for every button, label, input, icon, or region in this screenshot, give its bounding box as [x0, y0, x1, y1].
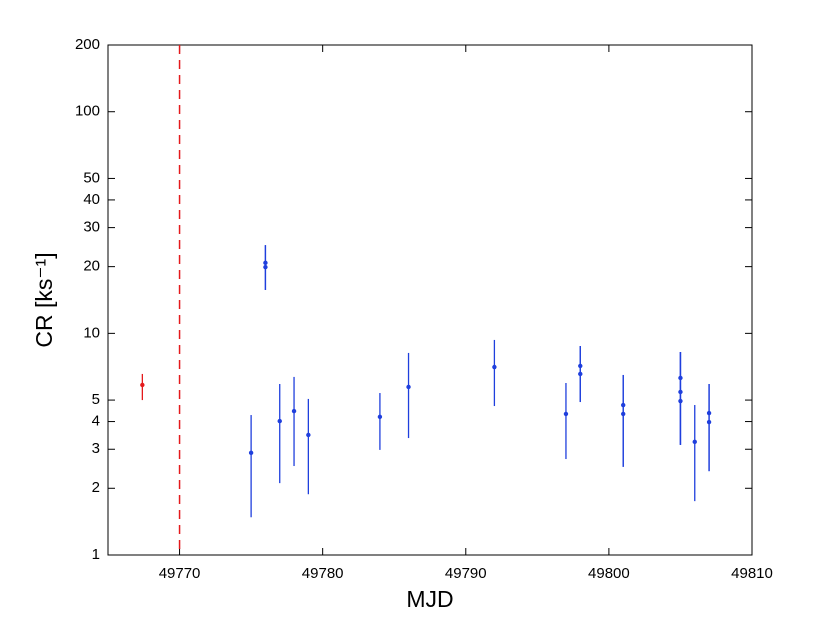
data-point: [692, 439, 697, 445]
y-axis-label: CR [ks⁻¹]: [31, 252, 57, 347]
data-point: [578, 371, 583, 377]
y-tick-label: 2: [92, 479, 100, 496]
x-axis-label: MJD: [406, 586, 453, 612]
data-point: [306, 432, 311, 438]
data-point: [563, 411, 569, 417]
y-tick-label: 200: [75, 36, 100, 53]
data-point: [621, 411, 626, 417]
y-tick-label: 100: [75, 103, 100, 120]
plot-frame: [107, 44, 753, 556]
x-tick-label: 49800: [588, 565, 630, 582]
y-tick-label: 50: [83, 169, 100, 186]
x-tick-label: 49790: [445, 565, 487, 582]
data-point: [492, 364, 497, 370]
y-tick-label: 3: [92, 440, 100, 457]
x-tick-label: 49810: [731, 565, 773, 582]
y-tick-label: 4: [92, 413, 100, 430]
y-tick-label: 10: [83, 324, 100, 341]
data-point: [706, 419, 712, 425]
data-point: [377, 414, 383, 420]
data-point: [263, 264, 268, 270]
y-tick-label: 30: [83, 219, 100, 236]
y-tick-label: 1: [92, 546, 100, 563]
data-point: [678, 398, 683, 404]
data-point: [248, 450, 254, 456]
x-tick-label: 49780: [302, 565, 344, 582]
data-point: [277, 418, 282, 424]
y-tick-label: 40: [83, 191, 100, 208]
y-tick-label: 5: [92, 391, 100, 408]
x-tick-label: 49770: [159, 565, 201, 582]
data-point: [406, 384, 411, 390]
y-tick-label: 20: [83, 258, 100, 275]
data-point: [291, 408, 297, 414]
data-point: [140, 382, 145, 388]
